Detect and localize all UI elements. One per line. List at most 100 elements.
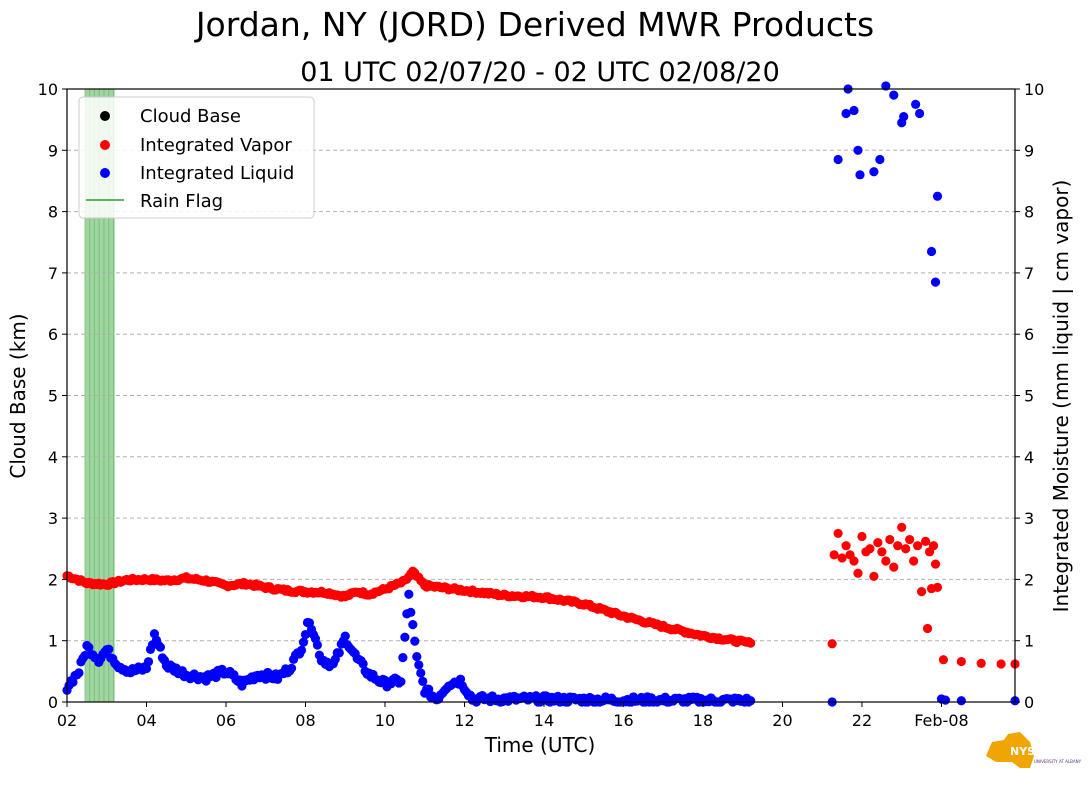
vapor-point: [905, 534, 915, 545]
x-tick-label: 18: [693, 711, 713, 730]
x-tick-label: Feb-08: [914, 711, 968, 730]
y-axis-left-label: Cloud Base (km): [6, 313, 30, 478]
y-right-tick-label: 1: [1024, 632, 1034, 651]
x-tick-label: 06: [216, 711, 236, 730]
y-right-tick-label: 7: [1024, 264, 1034, 283]
liquid-point: [915, 108, 925, 119]
y-right-tick-label: 10: [1024, 80, 1044, 99]
x-tick-label: 08: [295, 711, 315, 730]
liquid-point: [312, 640, 323, 650]
vapor-point: [853, 568, 863, 578]
nys-mesonet-logo: NYS Mesonet UNIVERSITY AT ALBANY: [986, 732, 1089, 768]
grid-lines: [67, 149, 1015, 642]
vapor-point: [928, 541, 939, 551]
logo-subtext: UNIVERSITY AT ALBANY: [1034, 759, 1082, 764]
liquid-point: [932, 191, 943, 201]
y-right-tick-label: 6: [1024, 325, 1034, 344]
liquid-point: [746, 696, 756, 706]
vapor-point: [829, 550, 839, 560]
legend-liquid: Integrated Liquid: [140, 163, 294, 184]
vapor-point: [920, 536, 931, 546]
x-tick-label: 02: [57, 711, 77, 730]
y-left-tick-label: 7: [48, 264, 58, 283]
liquid-point: [398, 652, 408, 663]
y-right-tick-label: 8: [1024, 203, 1034, 222]
liquid-point: [940, 695, 951, 705]
ny-state-icon: [986, 732, 1034, 768]
x-axis-label: Time (UTC): [484, 733, 596, 757]
liquid-point: [410, 636, 420, 646]
legend-rain: Rain Flag: [140, 191, 223, 212]
liquid-point: [334, 648, 344, 658]
vapor-point: [837, 553, 847, 563]
liquid-point: [853, 145, 863, 155]
liquid-point: [418, 676, 428, 686]
y-left-tick-label: 1: [48, 632, 58, 651]
liquid-point: [841, 108, 851, 119]
y-left-tick-label: 0: [48, 693, 58, 712]
vapor-point: [996, 659, 1006, 669]
vapor-point: [930, 559, 941, 569]
vapor-point: [922, 623, 933, 634]
vapor-point: [841, 541, 851, 551]
vapor-point: [869, 571, 879, 581]
liquid-point: [855, 170, 865, 180]
y-axis-ticks: 0 0 1 1 2 2 3 3 4 4 5 5 6 6 7 7 8 8 9 9 10 10: [38, 80, 1045, 712]
chart-subtitle: 01 UTC 02/07/20 - 02 UTC 02/08/20: [300, 57, 780, 88]
legend-box: [78, 96, 315, 219]
liquid-point: [833, 154, 843, 165]
liquid-point: [869, 167, 879, 177]
liquid-point: [930, 277, 941, 287]
y-right-tick-label: 3: [1024, 509, 1034, 528]
vapor-point: [913, 541, 923, 551]
liquid-point: [298, 637, 309, 647]
vapor-point: [897, 522, 907, 532]
y-left-tick-label: 8: [48, 203, 58, 222]
liquid-point: [286, 663, 297, 673]
x-tick-label: 10: [375, 711, 395, 730]
liquid-point: [899, 111, 909, 122]
y-axis-right-label: Integrated Moisture (mm liquid | cm vapo…: [1049, 180, 1073, 613]
vapor-point: [932, 582, 943, 592]
liquid-point: [412, 652, 422, 662]
x-tick-label: 14: [534, 711, 554, 730]
x-tick-label: 12: [454, 711, 474, 730]
liquid-point: [404, 589, 414, 599]
legend-cloud-base: Cloud Base: [140, 106, 241, 127]
y-right-tick-label: 0: [1024, 693, 1034, 712]
liquid-point: [300, 629, 311, 640]
liquid-point: [849, 105, 859, 116]
legend-vapor-marker: [100, 140, 110, 150]
legend-vapor: Integrated Vapor: [140, 135, 292, 156]
liquid-point: [881, 81, 891, 91]
liquid-point: [408, 620, 418, 630]
vapor-point: [873, 538, 883, 548]
vapor-point: [893, 541, 903, 551]
liquid-point: [911, 99, 921, 109]
vapor-point: [865, 544, 875, 554]
liquid-point: [396, 677, 406, 687]
liquid-point: [414, 660, 424, 670]
y-right-tick-label: 9: [1024, 141, 1034, 160]
vapor-point: [976, 658, 986, 668]
x-tick-label: 20: [772, 711, 792, 730]
legend: Cloud Base Integrated Vapor Integrated L…: [78, 96, 315, 219]
liquid-point: [74, 668, 84, 678]
vapor-point: [901, 544, 911, 554]
vapor-point: [889, 562, 899, 572]
legend-liquid-marker: [100, 168, 110, 178]
vapor-point: [956, 656, 966, 667]
x-tick-label: 04: [136, 711, 156, 730]
liquid-point: [406, 607, 416, 617]
liquid-point: [358, 659, 368, 669]
legend-cloud-base-marker: [100, 111, 110, 121]
y-left-tick-label: 6: [48, 325, 58, 344]
liquid-series: [62, 81, 1020, 707]
y-left-tick-label: 5: [48, 387, 58, 406]
liquid-point: [104, 644, 114, 654]
vapor-point: [849, 556, 859, 566]
liquid-point: [889, 90, 899, 100]
vapor-point: [827, 639, 837, 649]
liquid-point: [424, 684, 434, 694]
